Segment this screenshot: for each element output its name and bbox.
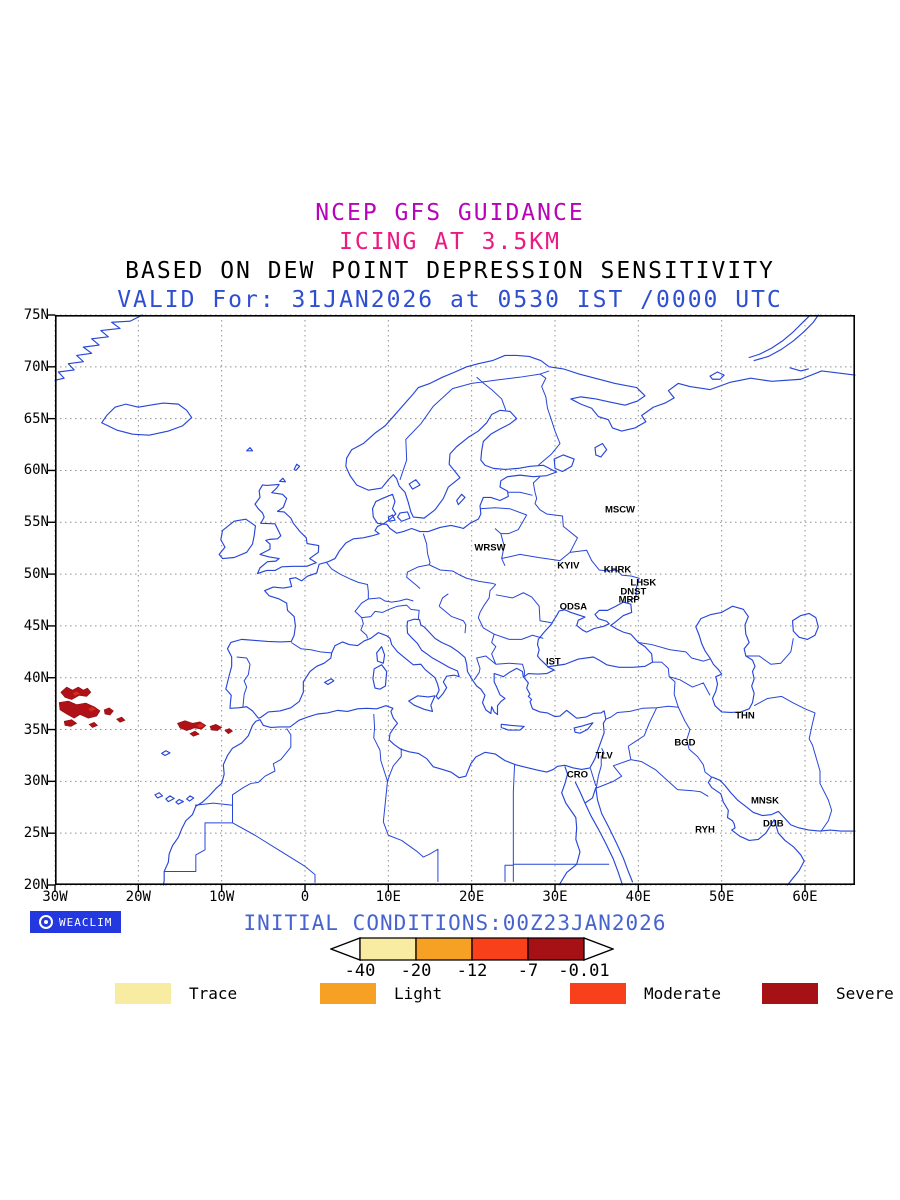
legend-swatch [570,983,626,1004]
initial-conditions-text: INITIAL CONDITIONS:00Z23JAN2026 [243,911,667,935]
legend-item: Severe [762,983,894,1004]
legend-item: Moderate [570,983,721,1004]
weaclim-logo-icon [39,915,53,929]
weaclim-label: WEACLIM [59,915,113,929]
lon-tick-label: 20W [125,889,151,905]
caspian-sea [696,606,755,712]
lat-tick-label: 20N [23,876,49,893]
red-sea-sinai [575,782,632,885]
lakes-ladoga-onega [554,444,606,472]
legend-swatch [762,983,818,1004]
title-block: NCEP GFS GUIDANCE ICING AT 3.5KM BASED O… [0,199,900,315]
lat-tick-label: 70N [23,358,49,375]
legend-item: Light [320,983,442,1004]
lon-tick-label: 10E [375,889,401,905]
colorbar-left-arrow [330,937,361,961]
map-area: MSCW WRSW KYIV KHRK LHSK DNST MRP ODSA IST THN BGD… [24,307,856,905]
colorbar-segment [415,937,473,961]
map-geography [55,315,855,885]
lat-tick-label: 55N [23,514,49,531]
colorbar-tick-value: -12 [456,961,488,981]
lon-tick-label: 60E [792,889,818,905]
legend-label: Severe [836,984,894,1003]
lat-tick-label: 30N [23,773,49,790]
lon-tick-label: 30W [42,889,68,905]
map-plot [48,314,856,892]
legend-label: Light [394,984,443,1003]
lat-tick-label: 35N [23,721,49,738]
lat-tick-label: 50N [23,566,49,583]
colorbar-tick-value: -0.01 [558,961,610,981]
legend-row: Trace Light Moderate Severe [0,983,900,1007]
colorbar-tick-value: -20 [400,961,432,981]
colorbar-tick-labels: -40 -20 -12 -7 -0.01 [330,961,614,983]
colorbar [330,937,614,961]
islands-small [155,448,593,805]
persian-gulf-arabia [708,777,855,885]
colorbar-segment [359,937,417,961]
legend-label: Trace [189,984,238,1003]
coastline-eurasia [226,355,855,718]
lat-tick-label: 45N [23,617,49,634]
title-product: ICING AT 3.5KM [339,229,561,255]
icing-severe-patches [59,687,232,736]
weaclim-watermark: WEACLIM [30,911,122,933]
aral-sea [792,613,818,639]
borders-north-east-europe [400,371,639,680]
nile-river [559,767,580,885]
coastline-greenland [55,315,142,380]
legend-item: Trace [115,983,237,1004]
lat-tick-label: 65N [23,410,49,427]
colorbar-right-arrow [583,937,614,961]
colorbar-tick-value: -7 [517,961,539,981]
lat-tick-label: 60N [23,462,49,479]
title-method: BASED ON DEW POINT DEPRESSION SENSITIVIT… [125,258,775,284]
colorbar-segment [471,937,529,961]
lon-tick-label: 30E [542,889,568,905]
lon-tick-label: 10W [209,889,235,905]
island-iceland [102,403,192,435]
map-frame [55,315,856,886]
colorbar-tick-value: -40 [344,961,376,981]
tick-layer [48,314,806,892]
legend-label: Moderate [644,984,722,1003]
colorbar-segment [527,937,585,961]
legend-swatch [115,983,171,1004]
lat-tick-label: 40N [23,669,49,686]
lon-tick-label: 20E [459,889,485,905]
title-valid-time: VALID For: 31JAN2026 at 0530 IST /0000 U… [117,287,783,313]
island-ireland [219,519,255,558]
lon-tick-label: 50E [709,889,735,905]
lon-tick-label: 0 [300,889,310,905]
lat-tick-label: 75N [23,307,49,323]
coastline-anatolia-africa [163,678,605,885]
legend-swatch [320,983,376,1004]
borders-africa-mideast [164,638,831,883]
grid-layer [54,314,855,886]
island-great-britain [255,484,319,573]
novaya-zemlya [710,315,818,379]
title-model: NCEP GFS GUIDANCE [315,200,585,226]
borders-west-europe [237,563,419,707]
lat-tick-label: 25N [23,825,49,842]
lon-tick-label: 40E [625,889,651,905]
